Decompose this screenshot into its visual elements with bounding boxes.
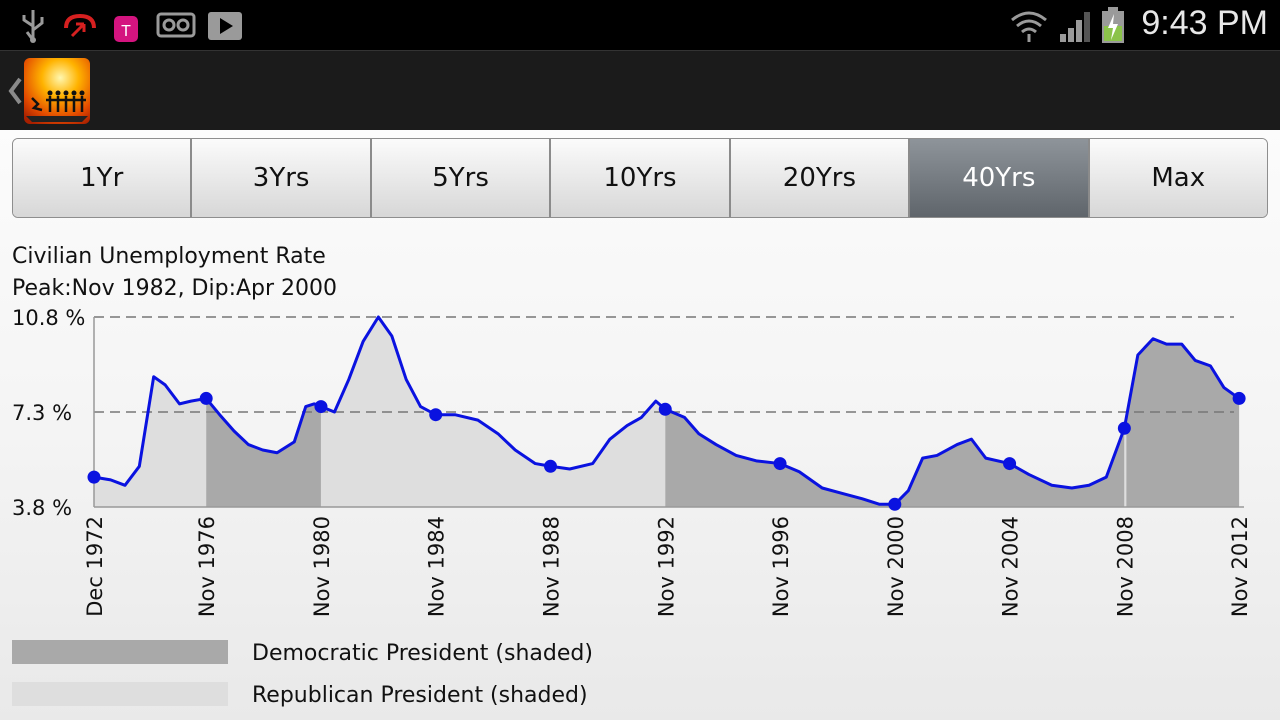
- action-bar: [0, 50, 1280, 130]
- tmobile-tag-icon: T: [114, 16, 138, 42]
- svg-text:T: T: [121, 23, 131, 40]
- legend-republican-label: Republican President (shaded): [252, 683, 588, 708]
- data-point: [543, 459, 557, 473]
- shade-democratic: [206, 398, 321, 507]
- battery-charging-icon: [1102, 7, 1124, 43]
- data-point: [1003, 457, 1017, 471]
- chart-title: Civilian Unemployment Rate: [12, 244, 326, 269]
- x-tick-label: Nov 1996: [769, 516, 793, 617]
- data-point: [658, 402, 672, 416]
- data-point: [199, 391, 213, 405]
- y-tick-label: 10.8 %: [12, 306, 85, 330]
- shade-republican: [1124, 417, 1127, 507]
- x-tick-label: Nov 1992: [654, 516, 678, 617]
- x-tick-label: Nov 1980: [310, 516, 334, 617]
- x-tick-label: Nov 2008: [1113, 516, 1137, 617]
- data-point: [87, 470, 101, 484]
- x-tick-label: Nov 1988: [539, 516, 563, 617]
- chevron-left-icon[interactable]: [6, 73, 24, 109]
- tab-20yrs[interactable]: 20Yrs: [730, 139, 911, 217]
- data-point: [429, 408, 443, 422]
- x-tick-label: Nov 2012: [1228, 516, 1252, 617]
- data-point: [773, 457, 787, 471]
- tab-40yrs[interactable]: 40Yrs: [910, 139, 1090, 217]
- data-point: [314, 400, 328, 414]
- chart-subtitle: Peak:Nov 1982, Dip:Apr 2000: [12, 276, 338, 301]
- shade-republican: [94, 376, 207, 507]
- data-point: [1117, 421, 1131, 435]
- series-line: [93, 315, 1240, 506]
- shade-democratic: [1126, 338, 1240, 507]
- tab-1yr[interactable]: 1Yr: [13, 139, 193, 217]
- tab-10yrs[interactable]: 10Yrs: [551, 139, 731, 217]
- x-tick-label: Dec 1972: [83, 516, 107, 617]
- clock: 9:43 PM: [1141, 4, 1268, 42]
- legend-democratic-label: Democratic President (shaded): [252, 641, 593, 666]
- play-store-icon: [208, 12, 242, 40]
- usb-icon: [22, 10, 44, 43]
- tab-5yrs[interactable]: 5Yrs: [371, 139, 552, 217]
- signal-icon: [1060, 12, 1090, 42]
- x-tick-label: Nov 1976: [195, 516, 219, 617]
- voicemail-icon: [156, 12, 196, 38]
- data-point: [1232, 391, 1246, 405]
- tab-max[interactable]: Max: [1089, 139, 1267, 217]
- app-logo-sunset-icon[interactable]: [24, 58, 90, 124]
- x-tick-label: Nov 1984: [425, 516, 449, 617]
- unemployment-chart: 10.8 % 7.3 % 3.8 % Dec 1972 Nov 1976 Nov 1980…: [12, 306, 1252, 617]
- shade-democratic: [665, 409, 1125, 507]
- legend-republican-swatch: [12, 682, 228, 706]
- x-tick-label: Nov 2000: [884, 516, 908, 617]
- x-tick-label: Nov 2004: [999, 516, 1023, 617]
- status-bar: T 9:43 PM: [0, 0, 1280, 50]
- wifi-icon: [1011, 11, 1047, 42]
- time-range-tabs: 1Yr 3Yrs 5Yrs 10Yrs 20Yrs 40Yrs Max: [12, 138, 1268, 218]
- missed-call-icon: [64, 13, 96, 38]
- y-tick-label: 7.3 %: [12, 401, 72, 425]
- shade-republican: [320, 317, 666, 507]
- data-point: [888, 497, 902, 511]
- tab-3yrs[interactable]: 3Yrs: [192, 139, 372, 217]
- y-tick-label: 3.8 %: [12, 496, 72, 520]
- legend-democratic-swatch: [12, 640, 228, 664]
